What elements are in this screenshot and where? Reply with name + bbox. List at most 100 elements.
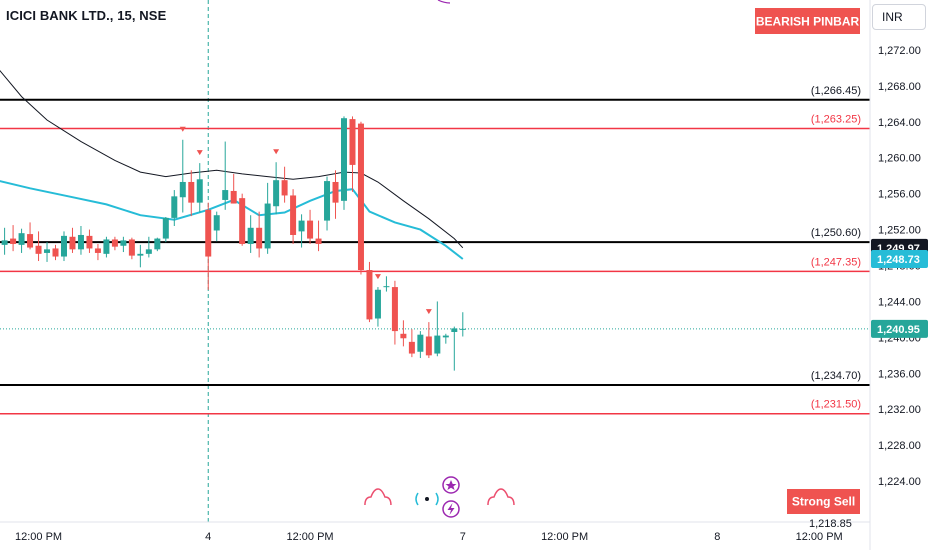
bullish-candle xyxy=(137,244,144,268)
candle-body xyxy=(366,270,373,320)
candle-body xyxy=(145,249,152,254)
bullish-candle xyxy=(451,326,458,371)
time-axis-tick: 12:00 PM xyxy=(541,531,588,543)
bearish-candle xyxy=(307,209,314,244)
price-axis-tick: 1,228.00 xyxy=(878,440,921,452)
strong-sell-label: Strong Sell xyxy=(792,495,855,509)
candle-body xyxy=(290,195,297,235)
bearish-candle xyxy=(94,243,101,261)
candle-body xyxy=(442,335,449,338)
price-axis-tick: 1,252.00 xyxy=(878,225,921,237)
bearish-candle xyxy=(188,170,195,217)
bullish-candle xyxy=(417,331,424,359)
price-axis-tick: 1,256.00 xyxy=(878,189,921,201)
bearish-pinbar-label: BEARISH PINBAR xyxy=(756,15,860,29)
candle-body xyxy=(281,180,288,196)
price-badge-label: 1,240.95 xyxy=(877,324,920,336)
dot-icon xyxy=(425,497,429,501)
level-label: (1,231.50) xyxy=(811,399,861,411)
candle-body xyxy=(10,238,17,244)
bearish-candle xyxy=(281,166,288,203)
bullish-candle xyxy=(171,190,178,226)
candle-body xyxy=(103,239,110,254)
partial-price-label: 1,218.85 xyxy=(809,518,852,530)
candle-body xyxy=(400,333,407,339)
bullish-candle xyxy=(196,163,203,213)
candle-body xyxy=(60,235,67,257)
bullish-candle xyxy=(341,116,347,210)
price-axis-tick: 1,268.00 xyxy=(878,81,921,93)
bearish-candle xyxy=(315,220,322,252)
candle-body xyxy=(205,209,212,257)
bullish-candle xyxy=(434,301,441,357)
teal-bracket-icon xyxy=(435,492,439,506)
bearish-candle xyxy=(408,329,415,358)
candle-body xyxy=(332,181,339,203)
bullish-candle xyxy=(264,182,271,254)
candle-body xyxy=(44,249,51,253)
candle-body xyxy=(213,215,220,231)
candle-body xyxy=(239,198,246,244)
candle-body xyxy=(391,287,398,332)
price-axis-tick: 1,224.00 xyxy=(878,476,921,488)
time-axis-tick: 12:00 PM xyxy=(287,531,334,543)
price-axis-tick: 1,264.00 xyxy=(878,117,921,129)
level-label: (1,263.25) xyxy=(811,114,861,126)
bearish-candle xyxy=(290,189,297,244)
candle-body xyxy=(315,238,322,244)
level-label: (1,247.35) xyxy=(811,256,861,268)
candle-body xyxy=(383,286,390,288)
pink-arch-icon xyxy=(364,488,392,506)
bullish-candle xyxy=(273,162,280,215)
bullish-candle xyxy=(179,139,186,213)
candle-body xyxy=(77,234,84,250)
price-badge xyxy=(871,249,928,268)
price-axis-tick: 1,244.00 xyxy=(878,296,921,308)
candle-body xyxy=(451,328,458,332)
time-axis-tick: 12:00 PM xyxy=(796,531,843,543)
bullish-candle xyxy=(120,236,127,253)
candle-body xyxy=(179,181,186,198)
level-label: (1,250.60) xyxy=(811,227,861,239)
candle-body xyxy=(188,181,195,203)
bullish-candle xyxy=(103,236,110,258)
price-axis-tick: 1,232.00 xyxy=(878,404,921,416)
indicator-marks xyxy=(364,0,515,518)
candle-body xyxy=(52,248,59,257)
candle-body xyxy=(69,236,76,250)
bearish-candle xyxy=(86,229,93,253)
plot-area xyxy=(0,0,870,522)
bullish-candle xyxy=(18,228,25,253)
level-label: (1,234.70) xyxy=(811,370,861,382)
candle-body xyxy=(196,179,203,203)
candle-body xyxy=(374,289,381,319)
bearish-candle xyxy=(425,322,432,359)
bullish-candle xyxy=(154,237,161,252)
candle-body xyxy=(94,248,101,253)
pink-arch-icon xyxy=(487,488,515,506)
candle-body xyxy=(273,180,280,207)
pinbar-marker xyxy=(425,309,432,315)
candle-body xyxy=(459,328,466,330)
candle-body xyxy=(120,240,127,246)
bearish-candle xyxy=(27,222,34,250)
time-axis-tick: 8 xyxy=(714,531,720,543)
candle-body xyxy=(434,335,441,354)
candle-body xyxy=(357,123,364,271)
bullish-candle xyxy=(442,333,449,344)
price-axis-tick: 1,236.00 xyxy=(878,368,921,380)
candle-body xyxy=(341,118,347,201)
candle-body xyxy=(162,217,169,239)
price-axis-tick: 1,260.00 xyxy=(878,153,921,165)
candle-body xyxy=(1,240,8,245)
candle-body xyxy=(425,336,432,356)
bullish-candle xyxy=(213,211,220,242)
candle-body xyxy=(247,227,254,244)
currency-button[interactable]: INR xyxy=(872,4,926,30)
star-glyph-icon xyxy=(445,480,457,490)
bearish-candle xyxy=(205,202,212,290)
candle-body xyxy=(154,238,161,250)
bearish-candle xyxy=(366,261,373,323)
